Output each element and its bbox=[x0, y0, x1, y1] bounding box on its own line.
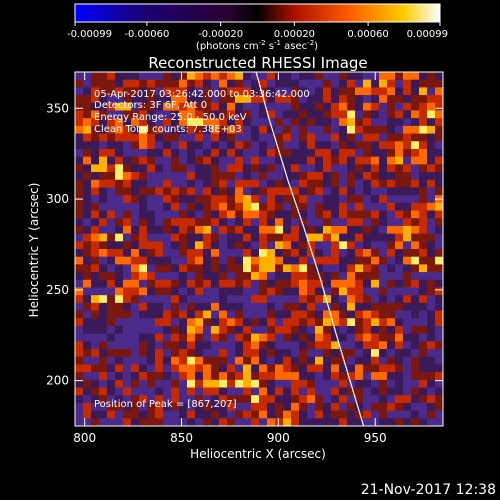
chart-title: Reconstructed RHESSI Image bbox=[148, 54, 367, 72]
y-tick-label: 200 bbox=[46, 374, 69, 388]
x-axis-label: Heliocentric X (arcsec) bbox=[190, 447, 326, 461]
y-tick-label: 250 bbox=[46, 283, 69, 297]
colorbar-tick-label: 0.00060 bbox=[347, 29, 388, 40]
colorbar-tick-label: 0.00099 bbox=[407, 29, 448, 40]
colorbar-tick-label: -0.00020 bbox=[198, 29, 243, 40]
solar-limb bbox=[255, 72, 365, 426]
x-tick-label: 800 bbox=[73, 431, 96, 445]
x-tick-label: 850 bbox=[170, 431, 193, 445]
annotation-detectors: Detectors: 3F 6F, Att 0 bbox=[94, 100, 207, 111]
x-tick-label: 900 bbox=[267, 431, 290, 445]
heatmap-image bbox=[75, 72, 443, 426]
plot-frame bbox=[74, 71, 444, 427]
footer-timestamp: 21-Nov-2017 12:38 bbox=[360, 482, 496, 498]
colorbar bbox=[74, 3, 441, 23]
y-tick-label: 350 bbox=[46, 101, 69, 115]
annotations: 05-Apr-2017 03:26:42.000 to 03:36:42.000… bbox=[94, 89, 310, 410]
annotation-clean: Clean Total counts: 7.38E+03 bbox=[94, 124, 242, 135]
colorbar-units: (photons cm-2 s-1 asec-2) bbox=[196, 39, 318, 52]
colorbar-ticks: -0.00099 -0.00060 -0.00020 0.00020 0.00060 0.… bbox=[67, 22, 448, 40]
annotation-peak: Position of Peak = [867,207] bbox=[94, 399, 237, 410]
colorbar-tick-label: 0.00020 bbox=[274, 29, 315, 40]
colorbar-tick-label: -0.00099 bbox=[67, 29, 112, 40]
colorbar-tick-label: -0.00060 bbox=[124, 29, 169, 40]
annotation-energy: Energy Range: 25.0 - 50.0 keV bbox=[94, 112, 247, 123]
y-tick-label: 300 bbox=[46, 192, 69, 206]
annotation-time: 05-Apr-2017 03:26:42.000 to 03:36:42.000 bbox=[94, 89, 310, 100]
y-axis-label: Heliocentric Y (arcsec) bbox=[27, 183, 41, 318]
x-tick-label: 950 bbox=[364, 431, 387, 445]
axis-ticks: 800 850 900 950 200 250 300 350 bbox=[46, 72, 443, 445]
